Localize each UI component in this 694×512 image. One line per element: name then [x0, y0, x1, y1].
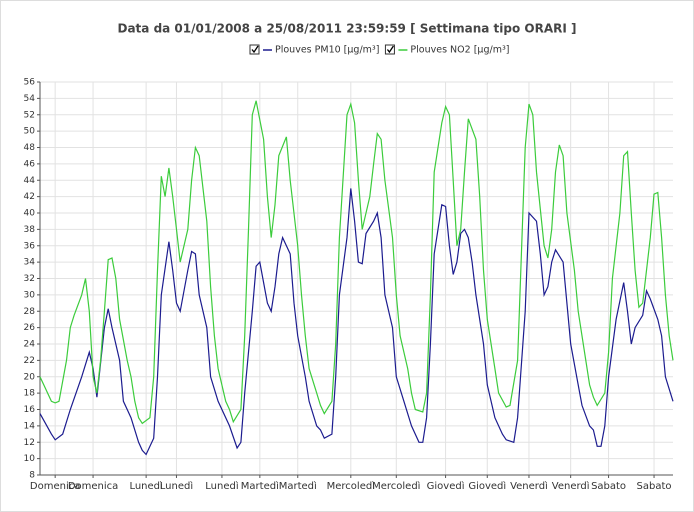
y-tick-label: 30	[24, 290, 36, 300]
x-tick-label: Venerdì	[510, 480, 548, 492]
y-tick-label: 38	[24, 225, 36, 235]
x-tick-label: Giovedì	[427, 480, 465, 492]
legend-label: Plouves NO2 [µg/m³]	[410, 45, 509, 56]
y-tick-label: 36	[24, 241, 36, 251]
y-tick-label: 52	[24, 110, 35, 120]
y-tick-label: 50	[24, 127, 36, 137]
legend-check	[251, 45, 259, 54]
x-tick-label: Lunedì	[205, 480, 239, 492]
x-tick-label: Martedì	[241, 480, 279, 492]
y-tick-label: 34	[24, 258, 36, 268]
y-tick-label: 8	[29, 471, 35, 481]
y-tick-label: 16	[24, 405, 36, 415]
y-tick-label: 56	[24, 78, 36, 88]
y-tick-label: 10	[24, 454, 36, 464]
y-tick-label: 24	[24, 340, 36, 350]
x-tick-label: Mercoledì	[372, 480, 421, 492]
y-tick-label: 26	[24, 323, 36, 333]
y-tick-label: 22	[24, 356, 35, 366]
x-tick-label: Domenica	[30, 481, 80, 492]
y-tick-label: 48	[24, 143, 36, 153]
legend-check	[386, 45, 394, 54]
y-tick-label: 46	[24, 159, 36, 169]
legend-checkbox[interactable]	[384, 44, 395, 55]
y-tick-label: 32	[24, 274, 35, 284]
x-tick-label: Mercoledì	[327, 480, 376, 492]
y-tick-label: 18	[24, 389, 36, 399]
y-tick-label: 54	[24, 94, 36, 104]
x-tick-label: Venerdì	[552, 480, 590, 492]
x-tick-label: Lunedì	[160, 480, 194, 492]
series-line	[39, 100, 674, 425]
y-tick-label: 14	[24, 421, 36, 431]
x-tick-label: Sabato	[637, 481, 672, 492]
y-tick-label: 12	[24, 438, 35, 448]
y-tick-label: 28	[24, 307, 36, 317]
x-tick-label: Sabato	[591, 481, 626, 492]
y-tick-label: 44	[24, 176, 36, 186]
chart-title: Data da 01/01/2008 a 25/08/2011 23:59:59…	[118, 22, 577, 36]
legend-checkbox[interactable]	[249, 44, 260, 55]
y-tick-label: 40	[24, 209, 36, 219]
x-tick-label: Lunedì	[129, 480, 163, 492]
series-line	[39, 188, 674, 456]
y-tick-label: 20	[24, 372, 36, 382]
x-tick-label: Giovedì	[468, 480, 506, 492]
x-tick-label: Domenica	[68, 481, 118, 492]
y-tick-label: 42	[24, 192, 35, 202]
legend-label: Plouves PM10 [µg/m³]	[275, 45, 379, 56]
x-tick-label: Martedì	[279, 480, 317, 492]
